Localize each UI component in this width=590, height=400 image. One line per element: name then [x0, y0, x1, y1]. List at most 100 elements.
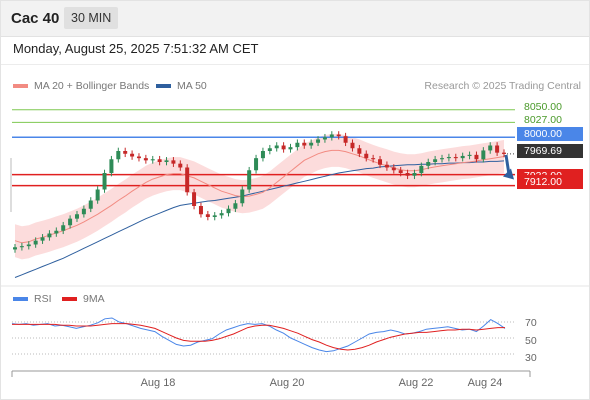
candle-body — [446, 157, 451, 159]
price-label-7912: 7912.00 — [517, 175, 583, 189]
candle-body — [13, 247, 17, 250]
candle-body — [481, 150, 486, 160]
time-label-aug22: Aug 22 — [398, 377, 434, 389]
ma50-legend-label: MA 50 — [177, 80, 207, 92]
candle-body — [123, 151, 128, 154]
time-label-aug24: Aug 24 — [467, 377, 503, 389]
candle-body — [88, 200, 93, 209]
candle-body — [371, 158, 376, 160]
ma20-swatch — [13, 84, 28, 88]
rsi-ma-line — [12, 323, 505, 351]
candle-body — [219, 213, 224, 216]
legend-ma50: MA 50 — [156, 80, 207, 92]
top-bar: Cac 40 30 MIN — [0, 0, 590, 37]
candle-body — [47, 233, 52, 238]
candle-body — [364, 153, 369, 159]
candle-body — [502, 152, 506, 154]
candle-body — [74, 214, 79, 219]
price-label-8027: 8027.00 — [524, 114, 562, 126]
candle-body — [157, 159, 162, 162]
candle-body — [233, 203, 238, 209]
candle-body — [302, 142, 307, 146]
candle-body — [440, 158, 445, 160]
candle-body — [109, 159, 114, 173]
last-price-label: 7969.69 — [517, 144, 583, 158]
candle-body — [495, 145, 500, 153]
bollinger-band — [15, 133, 504, 260]
rsi-level-50: 50 — [525, 335, 537, 347]
candle-body — [192, 192, 197, 206]
candle-body — [226, 208, 231, 214]
rsi-level-70: 70 — [525, 317, 537, 329]
candle-body — [116, 151, 121, 160]
candle-body — [433, 159, 438, 162]
candle-body — [212, 215, 217, 217]
timeframe-button[interactable]: 30 MIN — [64, 7, 119, 29]
candle-body — [143, 158, 148, 161]
candle-body — [102, 173, 107, 190]
candle-body — [316, 139, 321, 143]
main-chart-layer — [0, 109, 590, 287]
candle-body — [467, 154, 472, 156]
candle-body — [412, 173, 417, 176]
candle-body — [453, 157, 458, 159]
legend-rsi: RSI — [13, 293, 52, 305]
rsi-swatch — [13, 297, 28, 301]
candle-body — [378, 159, 383, 165]
candle-body — [419, 165, 424, 173]
candle-body — [343, 136, 348, 143]
candle-body — [350, 142, 355, 149]
header-divider — [0, 64, 590, 65]
rsi-chart-layer — [11, 317, 531, 377]
candle-body — [130, 153, 135, 157]
ma9-swatch — [62, 297, 77, 301]
candle-body — [40, 237, 45, 241]
legend-9ma: 9MA — [62, 293, 105, 305]
candle-body — [329, 134, 334, 138]
candle-body — [54, 230, 59, 234]
rsi-level-30: 30 — [525, 352, 537, 364]
ma9-legend-label: 9MA — [83, 293, 105, 305]
candle-body — [198, 206, 203, 215]
time-label-aug20: Aug 20 — [269, 377, 305, 389]
price-label-8000: 8000.00 — [517, 127, 583, 141]
candle-body — [150, 159, 155, 161]
candle-body — [185, 167, 190, 193]
candle-body — [68, 218, 73, 226]
candle-body — [33, 240, 38, 245]
candle-body — [61, 225, 66, 231]
ma50-line — [14, 160, 505, 278]
candle-body — [309, 142, 314, 146]
candle-body — [322, 137, 327, 140]
candle-body — [254, 158, 259, 171]
candle-body — [136, 156, 141, 159]
candle-body — [288, 147, 293, 150]
candle-body — [260, 151, 265, 159]
candle-body — [95, 189, 100, 201]
candle-body — [384, 164, 389, 168]
rsi-legend-label: RSI — [34, 293, 52, 305]
ma50-swatch — [156, 84, 171, 88]
candle-body — [357, 148, 362, 154]
research-credit: Research © 2025 Trading Central — [424, 80, 581, 92]
candle-body — [240, 189, 245, 204]
candle-body — [426, 162, 431, 166]
candle-body — [281, 145, 286, 150]
candle-body — [336, 134, 341, 137]
forecast-arrow-head — [503, 168, 514, 180]
price-label-8050: 8050.00 — [524, 101, 562, 113]
candle-body — [295, 142, 300, 148]
candle-body — [81, 208, 86, 215]
ma20-legend-label: MA 20 + Bollinger Bands — [34, 80, 150, 92]
candle-body — [247, 170, 252, 190]
candle-body — [398, 170, 403, 173]
candle-body — [274, 145, 279, 149]
time-label-aug18: Aug 18 — [140, 377, 176, 389]
legend-ma20: MA 20 + Bollinger Bands — [13, 80, 149, 92]
candle-body — [171, 160, 176, 164]
instrument-name: Cac 40 — [11, 10, 60, 27]
candle-body — [405, 173, 410, 176]
candle-body — [178, 163, 183, 168]
chart-datetime: Monday, August 25, 2025 7:51:32 AM CET — [13, 41, 259, 56]
candle-body — [267, 148, 272, 151]
